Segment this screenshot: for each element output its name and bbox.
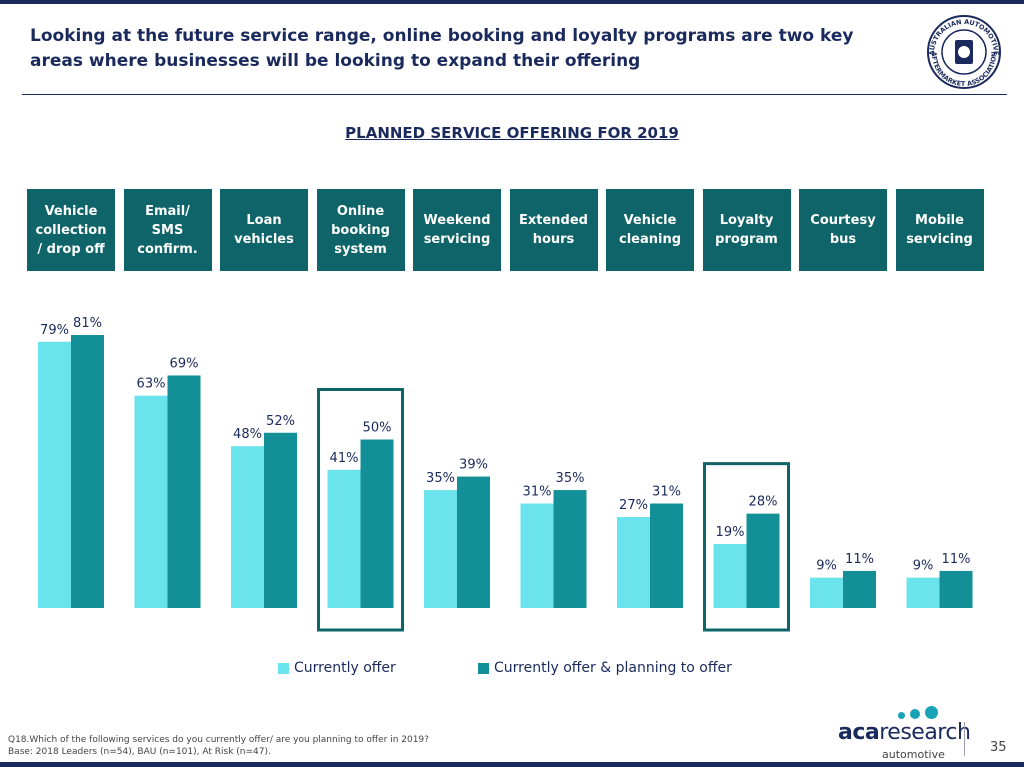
category-header: Loyalty program (702, 189, 791, 271)
footnote-base: Base: 2018 Leaders (n=54), BAU (n=101), … (8, 747, 271, 757)
brand-dot-icon (925, 706, 938, 719)
bar-current (424, 490, 457, 608)
category-header: Vehicle collection / drop off (27, 189, 115, 271)
brand-dot-icon (910, 709, 920, 719)
top-accent-bar (0, 0, 1024, 4)
footnote-question: Q18.Which of the following services do y… (8, 735, 429, 745)
bar-current (327, 469, 361, 608)
bar-current (713, 543, 747, 608)
bar-chart: 79% 81% 63% 69% 48% 52% 41% 50% 35% 39% 31% 35% 27% 3… (38, 316, 973, 632)
bar-current (617, 517, 650, 608)
category-header: Vehicle cleaning (606, 189, 694, 271)
title-divider (22, 94, 1007, 95)
chart-title: PLANNED SERVICE OFFERING FOR 2019 (345, 124, 679, 142)
data-label-planning: 69% (170, 356, 199, 371)
data-label-planning: 11% (845, 552, 874, 567)
category-header: Weekend servicing (413, 189, 501, 271)
category-header: Mobile servicing (895, 189, 984, 271)
data-label-current: 9% (816, 559, 837, 574)
data-label-planning: 39% (459, 458, 488, 473)
bar-planning (553, 490, 587, 608)
brand-name-light: research (879, 720, 971, 745)
data-label-current: 63% (137, 377, 166, 392)
data-label-planning: 52% (266, 414, 295, 429)
footnote: Q18.Which of the following services do y… (8, 734, 429, 758)
data-label-planning: 28% (749, 495, 778, 510)
association-logo: AUSTRALIAN AUTOMOTIVE AFTERMARKET ASSOCI… (927, 15, 1001, 89)
bottom-accent-bar (0, 762, 1024, 767)
bar-planning (746, 513, 780, 608)
data-label-current: 27% (619, 498, 648, 513)
legend-swatch-current (278, 662, 289, 674)
bar-current (38, 341, 71, 608)
category-header: Email/ SMS confirm. (123, 189, 212, 271)
brand-dot-icon (898, 712, 905, 719)
data-label-planning: 50% (363, 421, 392, 436)
brand-name-bold: aca (838, 720, 880, 745)
data-label-current: 79% (40, 323, 69, 338)
bar-planning (167, 375, 201, 608)
highlight-box (703, 462, 790, 632)
bar-planning (71, 335, 104, 608)
data-label-current: 48% (233, 427, 262, 442)
legend-item-planning: Currently offer & planning to offer (478, 660, 732, 676)
brand-subtitle: automotive (882, 748, 945, 761)
legend-label-current: Currently offer (294, 660, 396, 676)
legend-label-planning: Currently offer & planning to offer (494, 660, 732, 676)
data-label-current: 35% (426, 471, 455, 486)
data-label-current: 19% (716, 525, 745, 540)
data-label-current: 9% (913, 559, 934, 574)
acaresearch-logo: acaresearch automotive (838, 706, 971, 761)
brand-name: acaresearch (838, 720, 971, 745)
bar-planning (650, 503, 683, 608)
category-header: Extended hours (509, 189, 598, 271)
category-header: Online booking system (316, 189, 405, 271)
slide-title: Looking at the future service range, onl… (30, 26, 854, 71)
bar-planning (360, 439, 394, 608)
page-number: 35 (990, 740, 1007, 755)
chart-legend: Currently offer Currently offer & planni… (0, 660, 1024, 680)
bar-current (134, 395, 168, 608)
data-label-planning: 35% (556, 471, 585, 486)
data-label-planning: 11% (942, 552, 971, 567)
bar-planning (457, 476, 490, 608)
bar-current (906, 577, 940, 608)
bar-current (810, 577, 843, 608)
category-header: Courtesy bus (799, 189, 887, 271)
bar-planning (264, 432, 297, 608)
footer-separator (964, 722, 965, 756)
bar-current (231, 446, 264, 608)
data-label-planning: 81% (73, 316, 102, 331)
bar-planning (939, 570, 973, 608)
legend-swatch-planning (478, 662, 489, 674)
data-label-planning: 31% (652, 485, 681, 500)
highlight-box (317, 388, 404, 632)
data-label-current: 41% (330, 451, 359, 466)
data-label-current: 31% (523, 485, 552, 500)
category-header: Loan vehicles (220, 189, 308, 271)
bar-planning (843, 570, 876, 608)
bar-current (520, 503, 554, 608)
legend-item-current: Currently offer (278, 660, 396, 676)
